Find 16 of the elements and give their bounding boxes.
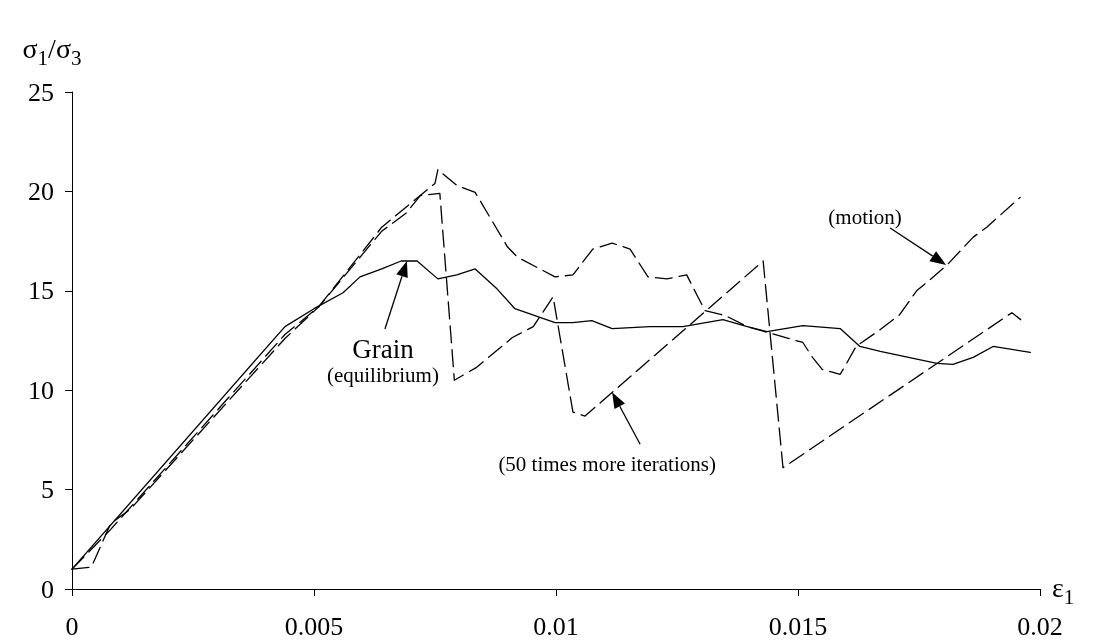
y-tick-label: 25 <box>28 77 54 107</box>
x-tick-label: 0.02 <box>1017 611 1063 641</box>
y-tick-label: 5 <box>41 475 54 505</box>
y-axis-title: σ$_{1}$/σ$_{3}$ <box>22 33 82 70</box>
x-tick-label: 0 <box>65 611 79 641</box>
y-tick-label: 10 <box>28 375 54 405</box>
x-tick-label: 0.01 <box>533 611 579 641</box>
annotation: Grain (equilibrium) <box>326 333 439 388</box>
y-tick-label: 20 <box>28 176 54 206</box>
y-tick-label: 15 <box>28 276 54 306</box>
y-tick-label: 0 <box>41 574 54 604</box>
x-axis-title: ε$_{1}$ <box>1052 572 1075 609</box>
x-tick-label: 0.005 <box>284 611 344 641</box>
annotation: (motion) <box>828 205 902 230</box>
annotation: (50 times more iterations) <box>498 451 716 476</box>
x-tick-label: 0.015 <box>768 611 828 641</box>
